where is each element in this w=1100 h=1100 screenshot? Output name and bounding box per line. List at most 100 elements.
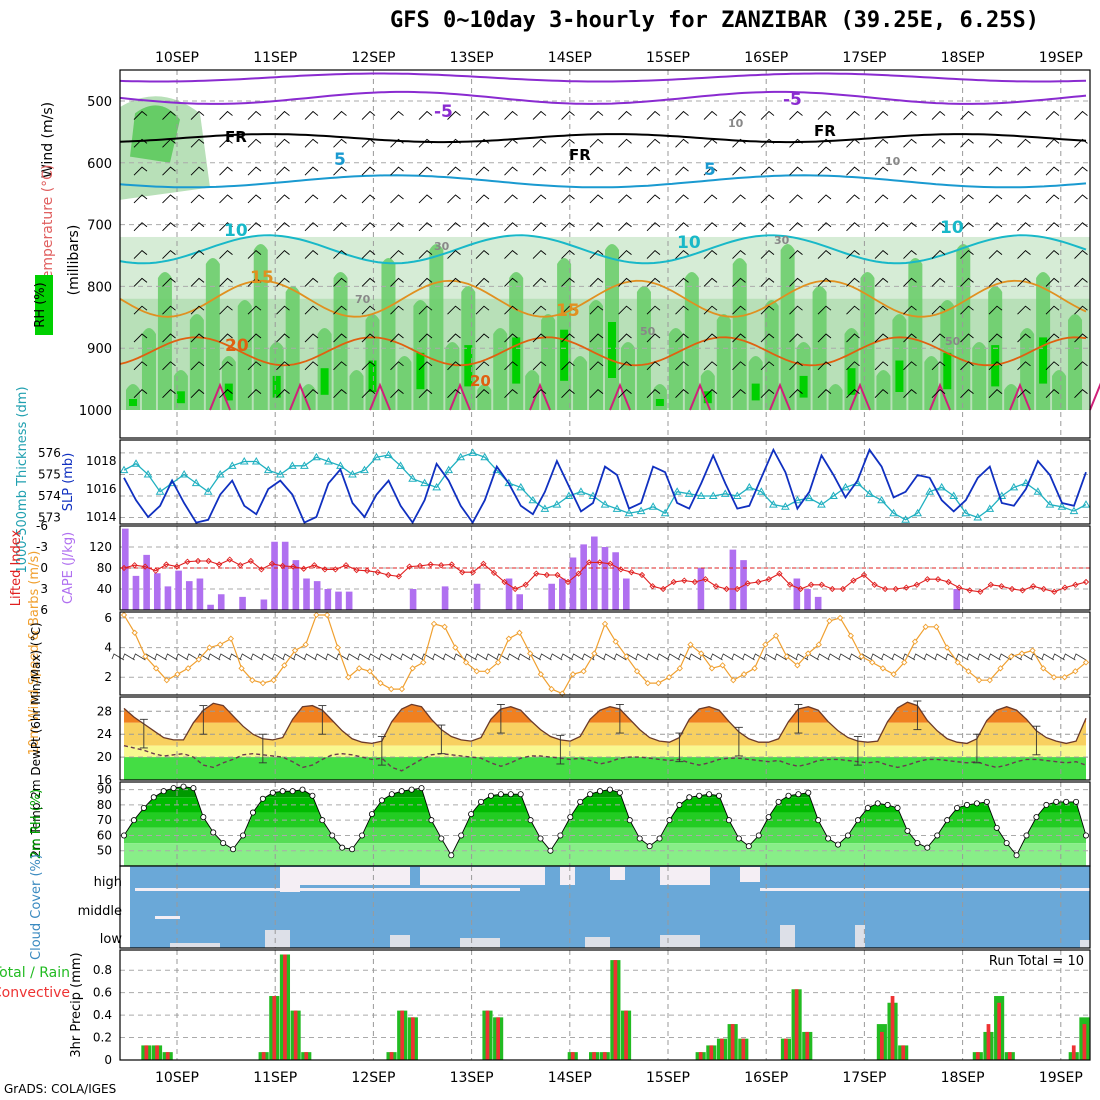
wind-barb: [589, 110, 604, 120]
rh-point: [368, 811, 375, 818]
wind-barb: [874, 389, 889, 398]
rh-humid-column: [652, 384, 667, 410]
cape-tick-label: 120: [89, 540, 112, 554]
wind-barb: [960, 333, 974, 343]
panel-frame: [119, 69, 1091, 439]
wind-barb: [162, 389, 176, 398]
isotherm-25: [449, 382, 471, 411]
rh-point: [616, 789, 623, 796]
rh-point: [468, 811, 475, 818]
rh-point: [785, 792, 792, 799]
li-point: [1030, 583, 1037, 590]
wind-barb: [133, 138, 148, 148]
rh-tick-label: 70: [97, 813, 112, 827]
wind-barb: [846, 138, 860, 148]
wind-barb: [618, 110, 632, 120]
precip-convective-bar: [720, 1038, 724, 1060]
rh-point: [854, 817, 861, 824]
rh-point: [745, 843, 752, 850]
wind-barb: [1045, 305, 1060, 315]
wind-barb: [532, 333, 547, 343]
temp2m-axis-label: 2m Temp 2m DewPt (6hr Min/Max) (°C): [29, 622, 43, 857]
wind-barb: [361, 249, 376, 259]
wind-speed-point: [922, 623, 929, 630]
wind-barb: [475, 249, 490, 259]
wind-barb: [532, 249, 547, 259]
wind-speed-point: [195, 656, 202, 663]
wind-barb: [418, 166, 433, 176]
wind-barb: [133, 194, 148, 204]
wind-barb: [1074, 166, 1088, 176]
wind-barb: [675, 166, 689, 176]
wind-barb: [675, 222, 689, 232]
date-label-bottom: 10SEP: [155, 1070, 199, 1086]
wind-barb: [190, 110, 205, 120]
wind-speed-point: [1061, 674, 1068, 681]
wind-barb: [261, 653, 274, 661]
wind-barb: [956, 653, 969, 661]
wind-barb: [390, 361, 404, 371]
wind-barb: [703, 138, 718, 148]
high-cloud-patch: [610, 867, 625, 880]
rh-point: [1023, 832, 1030, 839]
rh-point: [1013, 852, 1020, 859]
li-point: [1072, 581, 1079, 588]
li-point: [469, 569, 476, 576]
slp-tick-label: 1014: [86, 510, 117, 524]
contour-label: 15: [250, 268, 274, 288]
date-label-bottom: 14SEP: [548, 1070, 592, 1086]
wind-barb: [361, 389, 376, 398]
date-label-top: 13SEP: [450, 50, 494, 66]
wind-barb: [496, 653, 510, 661]
wind-barb: [1074, 333, 1088, 343]
thickness-point: [973, 513, 983, 521]
wind-barb: [1045, 222, 1060, 232]
wind-barb: [111, 653, 125, 661]
wind-barb: [304, 389, 319, 398]
wind-barb: [846, 249, 860, 259]
rh-point: [140, 804, 147, 811]
thickness-point: [251, 457, 261, 465]
rh-point: [686, 794, 693, 801]
rh-legend-swatch: [35, 275, 53, 335]
axis-labels: Wind (m/s)Temperature (°C)RH (%) (milliba…: [0, 102, 84, 1058]
wind-barb: [1074, 389, 1088, 398]
date-label-top: 10SEP: [155, 50, 199, 66]
wind-barb: [561, 166, 575, 176]
wind-barb: [247, 166, 262, 176]
thickness-point: [312, 452, 321, 461]
wind-barb: [571, 653, 584, 661]
precip-axis-label: 3hr Precip (mm): [69, 952, 84, 1057]
contour-label: FR: [814, 122, 836, 140]
wind-barb: [447, 138, 461, 148]
precip-convective-bar: [784, 1038, 788, 1060]
wind-barb: [720, 653, 734, 661]
wind-barb: [219, 333, 233, 343]
wind-barb: [988, 110, 1003, 120]
temp-tick-label: 20: [97, 750, 112, 764]
wind-speed-point: [334, 644, 341, 651]
cloud-level-label: low: [100, 932, 123, 947]
date-label-bottom: 12SEP: [351, 1070, 395, 1086]
series-line-slp: [123, 447, 1087, 525]
wind-barb: [418, 249, 433, 259]
wind-barb: [219, 166, 233, 176]
wind-barb: [731, 653, 745, 661]
rh-point: [904, 827, 911, 834]
contour-label: 5: [334, 150, 346, 170]
thickness-point: [925, 487, 935, 495]
cape-bar: [175, 570, 182, 610]
wind-barb: [475, 361, 490, 371]
wind-barb: [390, 110, 404, 120]
wind-barb: [1074, 249, 1088, 259]
li-point: [575, 570, 582, 577]
cape-bar: [441, 586, 449, 610]
wind-barb: [874, 222, 889, 232]
wind-barb: [760, 249, 775, 259]
cape-bar: [505, 578, 513, 610]
wind-barb: [618, 222, 632, 232]
wind-barb: [589, 277, 604, 287]
wind10m-panel: 6 4 2: [104, 611, 1091, 697]
wind-barb: [874, 249, 889, 259]
wind-barb: [1045, 249, 1060, 259]
